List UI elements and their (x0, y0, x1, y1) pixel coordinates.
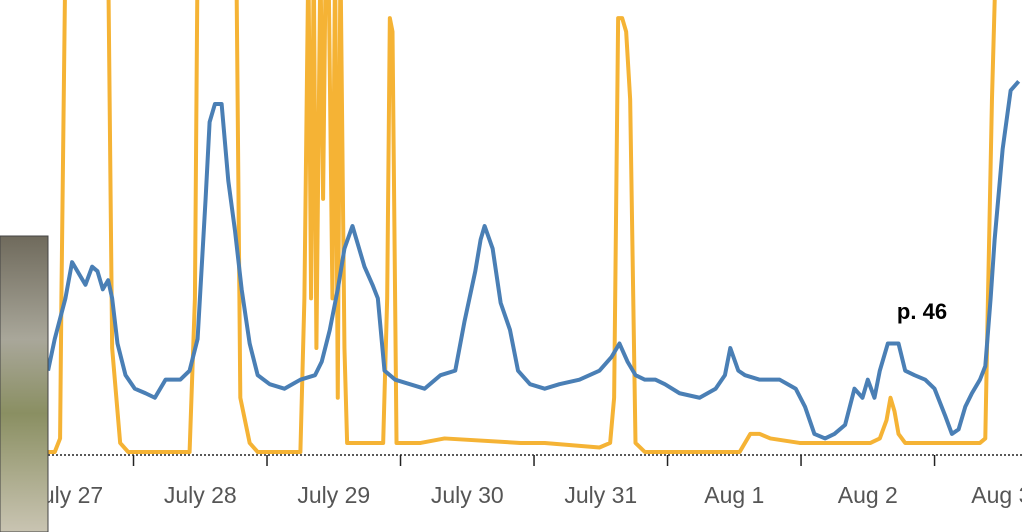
photo (0, 236, 48, 532)
annotation: p. 46 (897, 299, 947, 324)
x-tick-label: July 31 (564, 482, 637, 508)
x-tick-label: Aug 1 (704, 482, 764, 508)
photo-border (0, 235, 49, 532)
x-tick-label: Aug 2 (838, 482, 898, 508)
x-tick-label: July 30 (431, 482, 504, 508)
series-line (46, 80, 1021, 441)
series-line (48, 0, 997, 454)
x-tick-label: July 29 (297, 482, 370, 508)
x-tick-label: July 28 (164, 482, 237, 508)
x-tick-label: Aug 3 (971, 482, 1022, 508)
plot-area (46, 0, 1021, 454)
x-labels: July 27 July 28 July 29 July 30 July 31 Aug 1… (30, 455, 1022, 508)
